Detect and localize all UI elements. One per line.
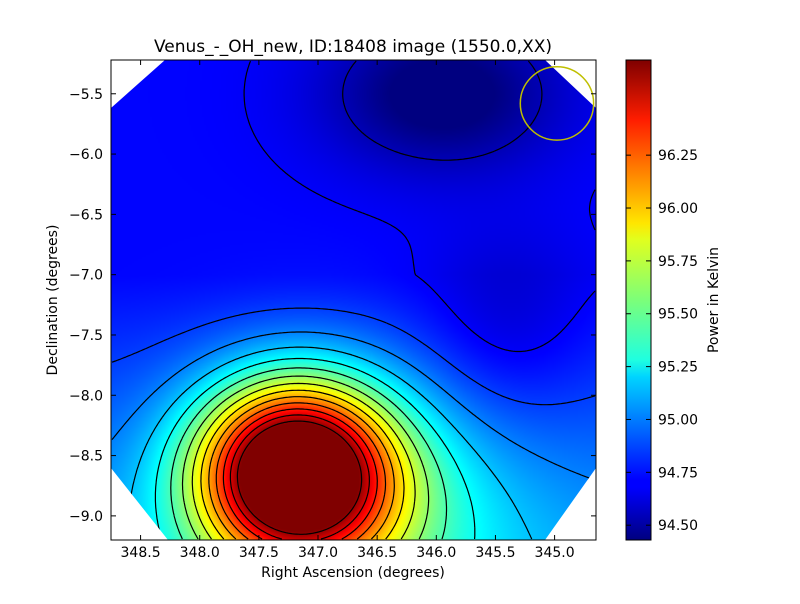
axes-frame <box>110 59 597 541</box>
colorbar <box>625 59 652 541</box>
x-tick-label: 347.5 <box>239 545 279 561</box>
y-axis-label: Declination (degrees) <box>45 225 61 376</box>
x-tick-label: 345.5 <box>475 545 515 561</box>
colorbar-tick-label: 95.75 <box>658 254 698 270</box>
colorbar-label: Power in Kelvin <box>706 247 722 353</box>
contour-line <box>222 408 378 540</box>
y-axis: −5.5 −6.0 −6.5 −7.0 −7.5 −8.0 −8.5 −9.0 <box>69 87 596 525</box>
y-tick-label: −6.5 <box>69 207 103 223</box>
contour-line <box>191 382 416 540</box>
contour-line <box>215 402 387 540</box>
colorbar-tick-label: 95.50 <box>658 307 698 323</box>
y-tick-label: −6.0 <box>69 147 103 163</box>
y-tick-label: −8.5 <box>69 449 103 465</box>
contour-line <box>111 307 596 406</box>
colorbar-ticks: 94.50 94.75 95.00 95.25 95.50 95.75 96.00 96.25 <box>626 148 698 534</box>
colorbar-tick-label: 96.00 <box>658 201 698 217</box>
y-tick-label: −7.5 <box>69 328 103 344</box>
contour-line <box>125 346 533 540</box>
contour-line <box>208 396 395 540</box>
x-tick-label: 345.0 <box>535 545 575 561</box>
y-tick-label: −7.0 <box>69 268 103 284</box>
contour-line <box>243 60 596 353</box>
y-tick-label: −9.0 <box>69 509 103 525</box>
colorbar-tick-label: 95.00 <box>658 412 698 428</box>
contour-line <box>342 60 543 161</box>
contour-line <box>111 331 596 481</box>
contour-line <box>229 414 370 540</box>
contour-line <box>154 357 476 540</box>
colorbar-tick-label: 96.25 <box>658 148 698 164</box>
x-tick-label: 348.5 <box>121 545 161 561</box>
colorbar-tick-label: 94.50 <box>658 518 698 534</box>
contour-line <box>236 420 363 535</box>
x-axis: 348.5 348.0 347.5 347.0 346.5 346.0 345.5 345.0 <box>121 60 575 561</box>
contour-lines <box>111 60 596 540</box>
x-axis-label: Right Ascension (degrees) <box>261 565 445 581</box>
x-tick-label: 346.0 <box>416 545 456 561</box>
contour-line <box>200 389 405 540</box>
y-tick-label: −5.5 <box>69 87 103 103</box>
x-tick-label: 348.0 <box>180 545 220 561</box>
colorbar-tick-label: 94.75 <box>658 465 698 481</box>
x-tick-label: 346.5 <box>357 545 397 561</box>
beam-circle <box>519 65 595 141</box>
contour-line <box>181 375 430 540</box>
x-tick-label: 347.0 <box>298 545 338 561</box>
chart-title: Venus_-_OH_new, ID:18408 image (1550.0,X… <box>154 37 552 57</box>
contour-line <box>170 367 448 540</box>
y-tick-label: −8.0 <box>69 388 103 404</box>
colorbar-tick-label: 95.25 <box>658 360 698 376</box>
